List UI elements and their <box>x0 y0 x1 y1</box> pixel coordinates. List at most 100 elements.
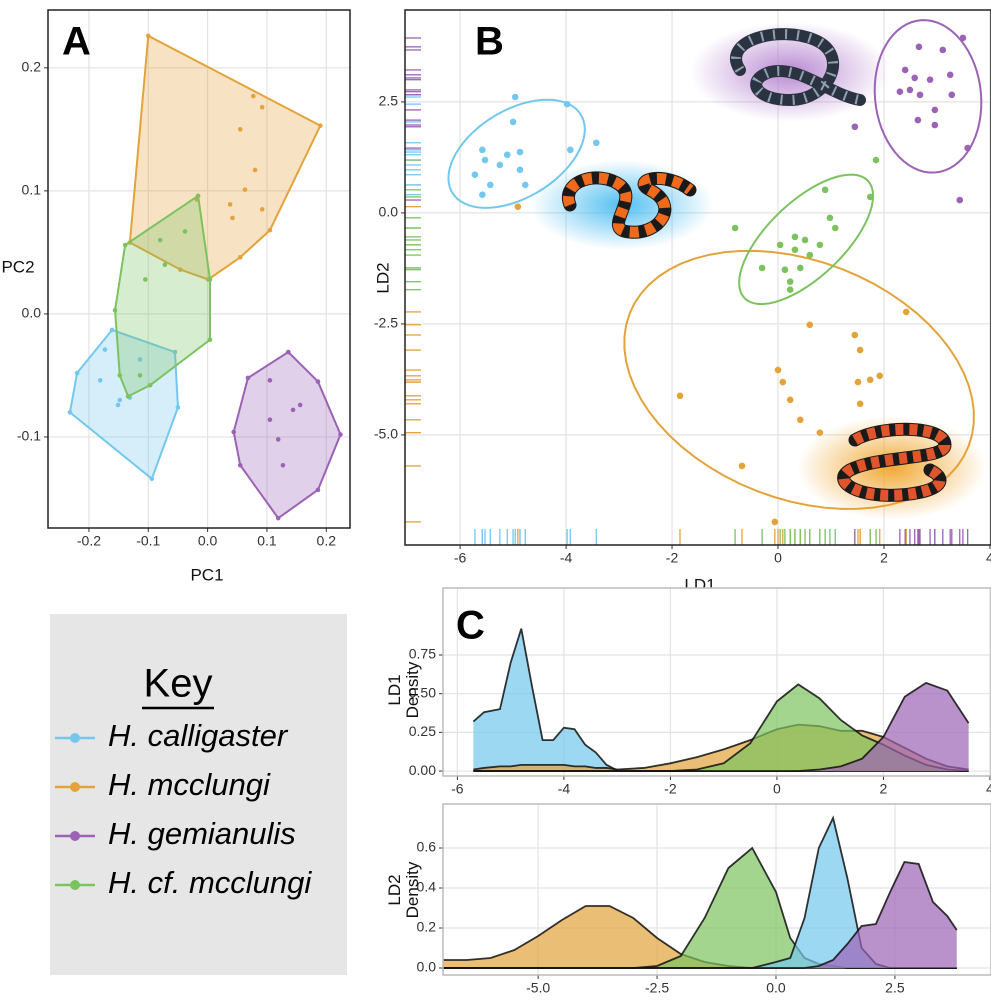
point <box>260 105 265 110</box>
x-tick-label: -2.5 <box>645 980 669 996</box>
legend-label: H. mcclungi <box>108 767 271 802</box>
point <box>806 252 813 259</box>
point <box>732 225 739 232</box>
point <box>230 216 235 221</box>
y-tick-label: -2.5 <box>374 315 398 331</box>
point <box>787 397 794 404</box>
x-tick-label: -6 <box>451 781 464 797</box>
point <box>228 202 233 207</box>
y-axis-label-line: Density <box>403 861 422 918</box>
point <box>852 123 859 130</box>
point <box>246 376 251 381</box>
figure: -0.2-0.10.00.10.2-0.10.00.10.2PC1PC2A -6… <box>0 0 991 1002</box>
legend-label: H. cf. mcclungi <box>108 865 312 900</box>
point <box>939 47 946 54</box>
point <box>68 410 73 415</box>
x-tick-label: -6 <box>454 550 467 566</box>
point <box>268 417 273 422</box>
point <box>916 44 923 51</box>
point <box>504 151 511 158</box>
point <box>281 463 286 468</box>
panel-letter: A <box>62 20 91 64</box>
y-tick-label: 0.0 <box>417 959 437 975</box>
y-tick-label: 0.75 <box>409 646 436 662</box>
point <box>517 149 524 156</box>
point <box>947 72 954 79</box>
point <box>103 347 108 352</box>
x-tick-label: -4 <box>558 781 571 797</box>
x-tick-label: 4 <box>986 550 991 566</box>
y-tick-label: 0.0 <box>22 305 42 321</box>
point <box>143 277 148 282</box>
legend-dot <box>70 831 80 841</box>
point <box>802 237 809 244</box>
point <box>564 101 571 108</box>
point <box>897 88 904 95</box>
point <box>298 403 303 408</box>
y-tick-label: 0.0 <box>379 204 399 220</box>
point <box>482 157 489 164</box>
point <box>927 76 934 83</box>
point <box>316 488 321 493</box>
point <box>876 373 883 380</box>
x-tick-label: -0.1 <box>136 533 160 549</box>
point <box>243 187 248 192</box>
y-axis-label: LD2 <box>373 262 392 293</box>
point <box>832 225 839 232</box>
point <box>797 265 804 272</box>
point <box>867 377 874 384</box>
point <box>852 332 859 339</box>
y-axis-label: LD2Density <box>385 861 422 918</box>
point <box>231 430 236 435</box>
point <box>479 191 486 198</box>
y-tick-label: 0.00 <box>409 762 436 778</box>
point <box>251 94 256 99</box>
x-tick-label: 2.5 <box>885 980 905 996</box>
point <box>123 243 128 248</box>
point <box>286 350 291 355</box>
point <box>907 87 914 94</box>
point <box>110 328 115 333</box>
point <box>260 207 265 212</box>
x-tick-label: 0 <box>773 781 781 797</box>
point <box>238 127 243 132</box>
point <box>472 171 479 178</box>
point <box>960 35 967 42</box>
x-tick-label: 0.2 <box>317 533 337 549</box>
point <box>487 182 494 189</box>
point <box>806 321 813 328</box>
point <box>822 187 829 194</box>
point <box>964 145 971 152</box>
x-tick-label: -0.2 <box>77 533 101 549</box>
point <box>917 92 924 99</box>
legend-title: Key <box>144 662 213 706</box>
point <box>316 379 321 384</box>
point <box>276 437 281 442</box>
point <box>497 162 504 169</box>
point <box>677 393 684 400</box>
x-tick-label: -5.0 <box>526 980 550 996</box>
y-tick-label: 0.6 <box>417 839 437 855</box>
y-axis-label-line: LD2 <box>385 874 404 905</box>
point <box>479 147 486 154</box>
point <box>113 308 118 313</box>
point <box>158 238 163 243</box>
point <box>867 194 874 201</box>
point <box>567 147 574 154</box>
point <box>787 278 794 285</box>
point <box>857 347 864 354</box>
point <box>855 379 862 386</box>
y-tick-label: 0.2 <box>22 59 42 75</box>
point <box>196 193 201 198</box>
point <box>515 203 522 210</box>
point <box>797 416 804 423</box>
panel-letter: C <box>456 604 485 648</box>
point <box>522 182 529 189</box>
x-axis-label: PC1 <box>190 565 223 584</box>
point <box>238 463 243 468</box>
point <box>208 277 213 282</box>
y-tick-label: -0.1 <box>17 428 41 444</box>
point <box>253 168 258 173</box>
x-tick-label: -4 <box>560 550 573 566</box>
